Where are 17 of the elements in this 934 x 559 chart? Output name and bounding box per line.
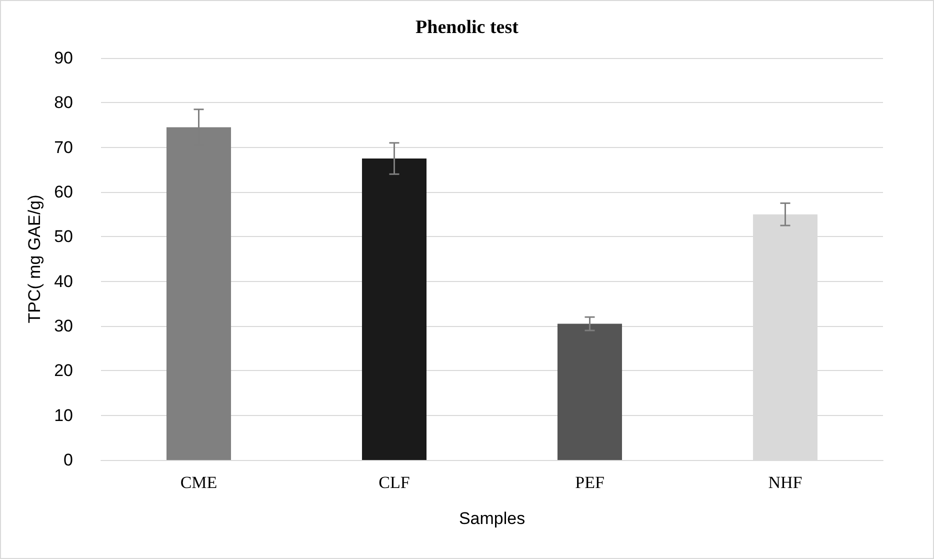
- y-tick-label: 0: [64, 450, 73, 470]
- chart-title: Phenolic test: [416, 17, 520, 38]
- y-axis-title: TPC( mg GAE/g): [25, 194, 44, 324]
- y-tick-label: 80: [54, 93, 73, 112]
- y-tick-label: 70: [54, 138, 73, 157]
- x-tick-label: NHF: [768, 473, 802, 492]
- y-tick-label: 50: [54, 227, 73, 246]
- y-tick-label: 20: [54, 361, 73, 380]
- y-tick-label: 40: [54, 272, 73, 291]
- x-tick-label: PEF: [575, 473, 604, 492]
- y-tick-label: 30: [54, 316, 73, 336]
- x-tick-label: CME: [180, 473, 218, 492]
- y-tick-label: 60: [54, 182, 73, 202]
- x-axis-title: Samples: [458, 509, 526, 528]
- y-tick-label: 90: [54, 48, 73, 68]
- y-tick-label: 10: [54, 406, 73, 425]
- x-tick-label: CLF: [378, 473, 410, 492]
